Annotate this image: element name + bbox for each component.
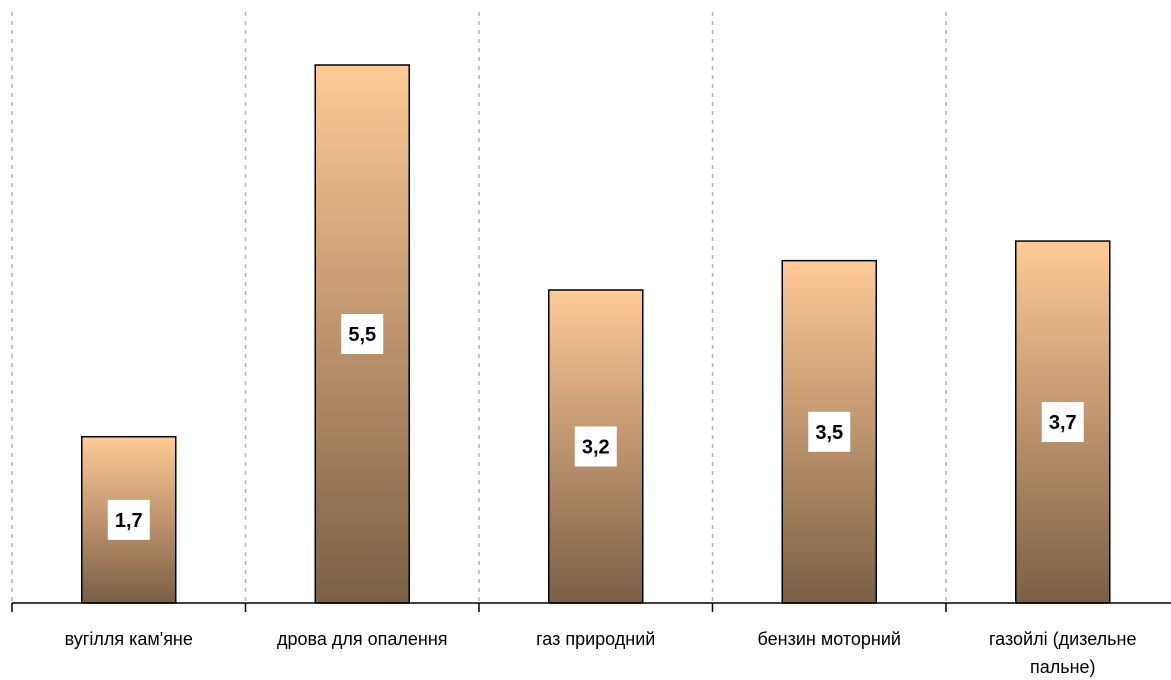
value-label-box — [808, 411, 851, 452]
value-label: 5,5 — [348, 324, 376, 346]
category-label: дрова для опалення — [277, 629, 448, 649]
value-label: 3,5 — [815, 422, 843, 444]
category-label: вугілля кам'яне — [65, 629, 193, 649]
value-label-box — [341, 314, 384, 354]
bars — [81, 64, 1111, 604]
x-axis — [11, 602, 1171, 612]
value-labels: 1,7 5,5 3,2 3,5 3,7 — [107, 314, 1084, 540]
value-label: 3,2 — [582, 436, 610, 458]
value-label: 3,7 — [1049, 412, 1077, 434]
value-label-box — [107, 499, 150, 540]
category-label: бензин моторний — [758, 629, 901, 649]
value-label: 1,7 — [115, 510, 143, 532]
category-labels: вугілля кам'яне дрова для опалення газ при… — [65, 629, 1137, 677]
category-label: газ природний — [536, 629, 655, 649]
value-label-box — [574, 426, 617, 467]
value-label-box — [1041, 402, 1084, 443]
category-label: газойлі (дизельне пальне) — [989, 629, 1136, 677]
